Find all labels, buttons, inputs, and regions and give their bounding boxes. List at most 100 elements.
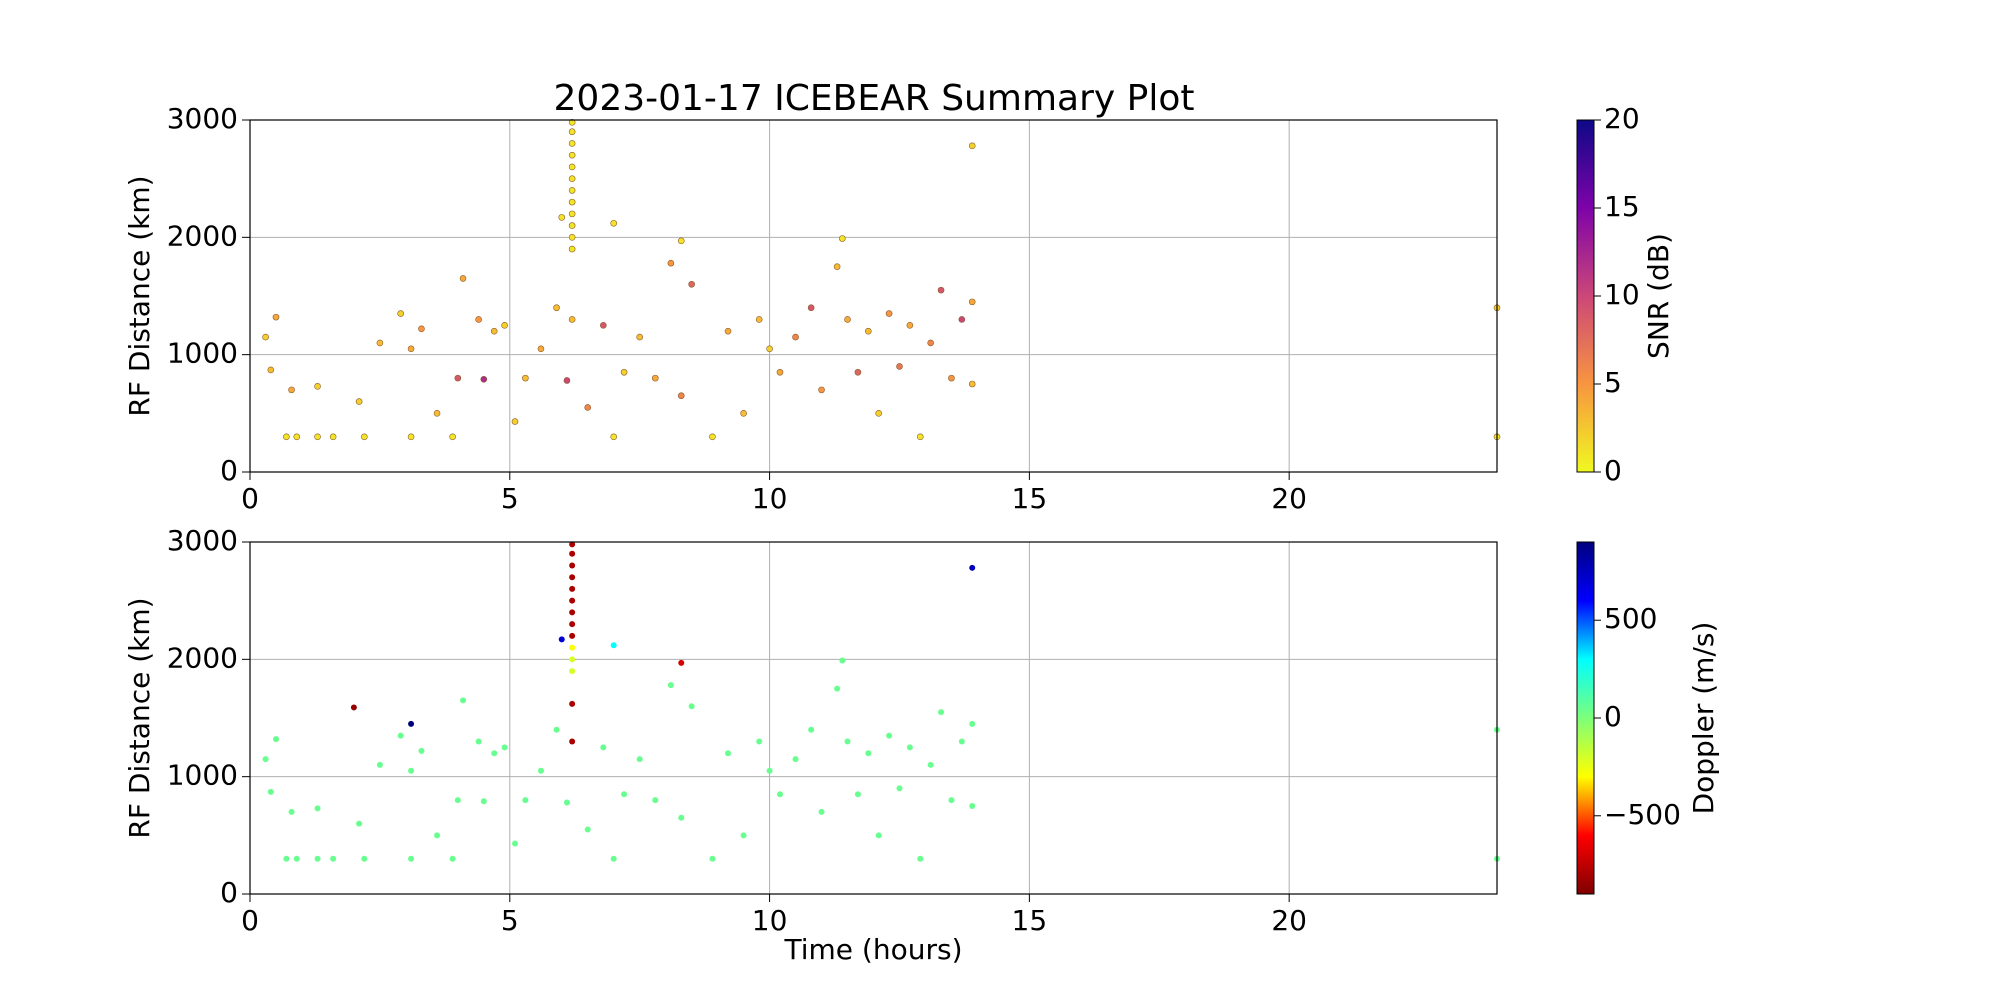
data-point — [267, 366, 275, 374]
data-point — [350, 704, 357, 711]
data-point — [568, 151, 576, 159]
data-point — [968, 298, 976, 306]
colorbar-tick-label: 15 — [1604, 190, 1640, 223]
data-point — [501, 322, 508, 329]
data-point — [854, 368, 862, 376]
data-point — [537, 767, 544, 774]
data-point — [569, 656, 576, 663]
data-point — [376, 339, 384, 347]
data-point — [636, 756, 643, 763]
data-point — [314, 805, 321, 812]
data-point — [356, 820, 363, 827]
data-point — [283, 433, 290, 441]
data-point — [553, 304, 560, 312]
data-point — [569, 574, 576, 581]
data-point — [792, 333, 799, 341]
data-point — [522, 797, 529, 804]
data-point — [563, 377, 571, 384]
data-point — [262, 333, 269, 341]
data-point — [407, 433, 415, 441]
data-point — [969, 720, 976, 727]
data-point — [886, 732, 893, 739]
data-point — [480, 376, 488, 383]
data-point — [776, 791, 783, 798]
x-tick-label: 20 — [1271, 482, 1307, 515]
data-point — [361, 855, 368, 862]
y-tick-label: 2000 — [167, 641, 238, 674]
plot-area — [249, 119, 1497, 473]
data-point — [475, 738, 482, 745]
colorbar-label: SNR (dB) — [1642, 233, 1675, 359]
data-point — [724, 327, 732, 335]
data-point — [968, 380, 976, 388]
data-point — [480, 798, 487, 805]
data-point — [449, 855, 456, 862]
data-point — [834, 685, 841, 692]
data-point — [844, 738, 851, 745]
y-tick-label: 3000 — [167, 524, 238, 557]
data-point — [740, 410, 747, 417]
data-point — [569, 700, 576, 707]
x-tick-label: 0 — [241, 482, 259, 515]
data-point — [569, 562, 576, 569]
x-axis-label: Time (hours) — [784, 933, 963, 966]
data-point — [511, 418, 519, 425]
data-point — [968, 142, 976, 150]
data-point — [568, 187, 576, 194]
data-point — [418, 747, 425, 754]
data-point — [896, 785, 903, 792]
colorbar — [1576, 119, 1595, 473]
data-point — [621, 791, 628, 798]
data-point — [958, 738, 965, 745]
data-point — [568, 163, 576, 171]
data-point — [844, 316, 851, 323]
data-point — [958, 316, 966, 323]
data-point — [584, 404, 592, 411]
data-point — [434, 832, 441, 839]
colorbar-tick-label: −500 — [1604, 798, 1681, 831]
data-point — [776, 368, 784, 376]
colorbar-tick-label: 20 — [1604, 102, 1640, 135]
colorbar — [1576, 541, 1595, 895]
data-point — [569, 550, 576, 557]
data-point — [756, 738, 763, 745]
x-tick-label: 0 — [241, 904, 259, 937]
y-axis-label: RF Distance (km) — [123, 175, 156, 416]
data-point — [906, 322, 914, 329]
data-point — [818, 808, 825, 815]
axes-frame — [249, 119, 1498, 473]
data-point — [569, 738, 576, 745]
axes-frame — [249, 541, 1498, 895]
points — [262, 541, 1500, 862]
data-point — [818, 386, 825, 394]
data-point — [283, 855, 290, 862]
data-point — [376, 761, 383, 768]
data-point — [262, 756, 269, 763]
data-point — [397, 732, 404, 739]
data-point — [449, 433, 456, 441]
y-tick-label: 0 — [220, 454, 238, 487]
data-point — [678, 814, 685, 821]
data-point — [569, 597, 576, 604]
data-point — [501, 744, 508, 751]
data-point — [314, 433, 321, 441]
data-point — [610, 219, 618, 227]
data-point — [896, 363, 903, 370]
data-point — [568, 316, 576, 323]
data-point — [407, 345, 415, 353]
data-point — [475, 316, 482, 323]
data-point — [584, 826, 591, 833]
data-point — [948, 797, 955, 804]
data-point — [361, 433, 368, 441]
data-point — [329, 433, 337, 441]
data-point — [709, 855, 716, 862]
data-point — [839, 235, 846, 242]
data-point — [677, 392, 685, 400]
data-point — [568, 210, 576, 218]
colorbar-tick-label: 0 — [1604, 454, 1622, 487]
data-point — [490, 327, 498, 335]
data-point — [688, 280, 695, 288]
data-point — [927, 761, 934, 768]
data-point — [740, 832, 747, 839]
